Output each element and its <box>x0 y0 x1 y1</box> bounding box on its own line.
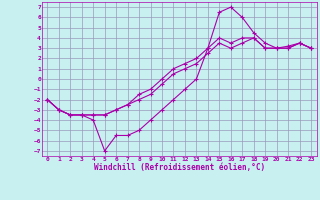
X-axis label: Windchill (Refroidissement éolien,°C): Windchill (Refroidissement éolien,°C) <box>94 163 265 172</box>
